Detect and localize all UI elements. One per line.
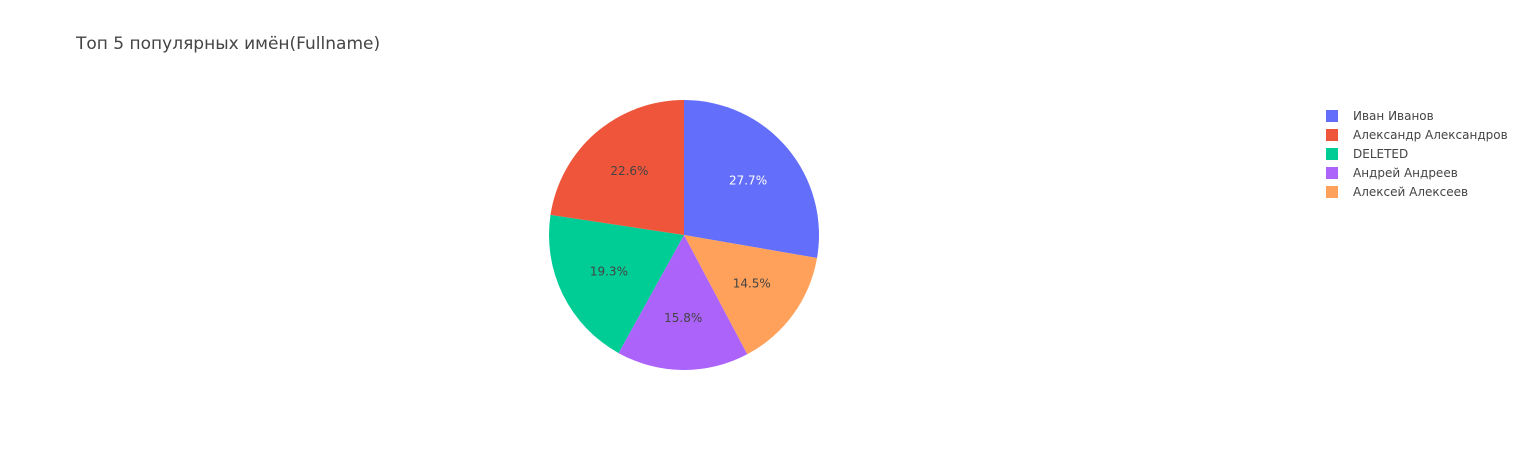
pie-slice-percent-label: 22.6%: [610, 164, 648, 178]
legend-item[interactable]: Андрей Андреев: [1326, 163, 1508, 182]
legend: Иван Иванов Александр Александров DELETE…: [1326, 106, 1508, 201]
pie-slice[interactable]: [618, 235, 748, 370]
pie-slices: [548, 100, 819, 370]
pie-slice[interactable]: [684, 100, 819, 259]
pie-slice[interactable]: [548, 214, 684, 354]
legend-label: Александр Александров: [1353, 127, 1508, 142]
legend-swatch: [1326, 166, 1338, 179]
pie-slice-percent-label: 14.5%: [733, 277, 771, 291]
legend-label: Алексей Алексеев: [1353, 184, 1469, 199]
chart-title: Топ 5 популярных имён(Fullname): [76, 34, 381, 54]
pie-slice-percent-label: 19.3%: [590, 264, 628, 278]
pie-slice-labels: 27.7% 14.5% 15.8% 19.3% 22.6%: [590, 164, 771, 325]
legend-swatch: [1326, 185, 1338, 198]
legend-item[interactable]: Алексей Алексеев: [1326, 182, 1508, 201]
legend-swatch: [1326, 147, 1338, 160]
pie-slice[interactable]: [550, 100, 684, 235]
pie-slice-percent-label: 27.7%: [729, 174, 767, 188]
legend-item[interactable]: Александр Александров: [1326, 125, 1508, 144]
legend-swatch: [1326, 128, 1338, 141]
legend-label: DELETED: [1353, 146, 1409, 161]
pie-slice[interactable]: [684, 235, 818, 355]
legend-item[interactable]: DELETED: [1326, 144, 1508, 163]
legend-swatch: [1326, 109, 1338, 122]
legend-item[interactable]: Иван Иванов: [1326, 106, 1508, 125]
legend-label: Андрей Андреев: [1353, 165, 1458, 180]
pie-slice-percent-label: 15.8%: [664, 311, 702, 325]
legend-label: Иван Иванов: [1353, 108, 1434, 123]
